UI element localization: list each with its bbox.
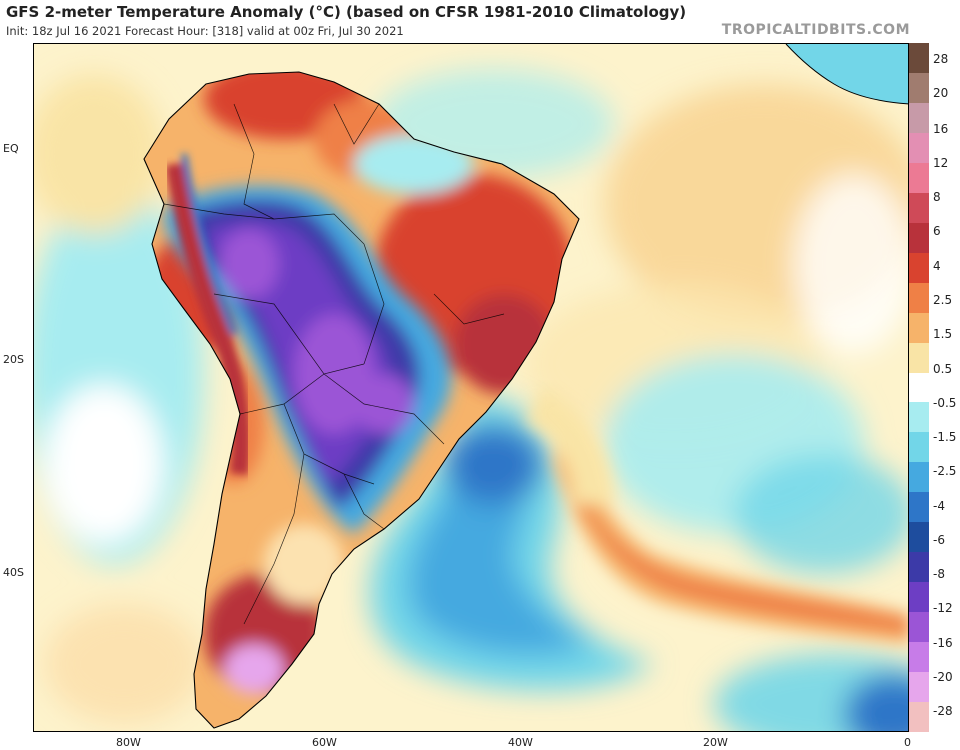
colorbar-swatch <box>909 162 929 194</box>
colorbar-label: 0.5 <box>933 362 953 376</box>
colorbar-label: 2.5 <box>933 293 953 307</box>
colorbar-swatch <box>909 552 929 583</box>
colorbar-label: -12 <box>933 601 953 615</box>
lat-label-eq: EQ <box>3 142 19 155</box>
colorbar-swatch <box>909 492 929 523</box>
ocean-anomalies <box>34 69 908 731</box>
colorbar-swatch <box>909 582 929 613</box>
colorbar-swatch <box>909 222 929 254</box>
colorbar-swatch <box>909 132 929 164</box>
lat-label-40s: 40S <box>3 566 24 579</box>
colorbar-label: -20 <box>933 670 953 684</box>
colorbar-label: -0.5 <box>933 396 957 410</box>
anomaly-map <box>33 43 909 732</box>
borders <box>163 103 505 625</box>
colorbar-swatch <box>909 192 929 224</box>
colorbar: 28 20 16 12 8 6 4 2.5 1.5 0.5 -0.5 -1.5 -2.5 -4 -6 -8 -1… <box>909 43 960 733</box>
colorbar-label: 4 <box>933 259 941 273</box>
colorbar-swatch <box>909 342 929 374</box>
colorbar-swatch <box>909 432 929 463</box>
colorbar-label: -16 <box>933 636 953 650</box>
lon-label-0: 0 <box>904 736 911 749</box>
colorbar-swatch <box>909 312 929 344</box>
colorbar-swatch <box>909 642 929 673</box>
lon-label-80w: 80W <box>116 736 141 749</box>
colorbar-label: 20 <box>933 86 949 100</box>
lon-label-20w: 20W <box>703 736 728 749</box>
map-title: GFS 2-meter Temperature Anomaly (°C) (ba… <box>6 3 687 21</box>
colorbar-swatch <box>909 72 929 104</box>
coastlines <box>143 71 580 729</box>
colorbar-label: 16 <box>933 122 949 136</box>
colorbar-label: -6 <box>933 533 945 547</box>
africa-coast <box>785 44 908 105</box>
colorbar-label: 28 <box>933 52 949 66</box>
map-canvas <box>34 44 908 731</box>
colorbar-label: 12 <box>933 156 949 170</box>
colorbar-label: -1.5 <box>933 430 957 444</box>
header: GFS 2-meter Temperature Anomaly (°C) (ba… <box>0 0 960 44</box>
cold-plume <box>370 394 654 691</box>
colorbar-swatch <box>909 702 929 733</box>
map-subtitle: Init: 18z Jul 16 2021 Forecast Hour: [31… <box>6 24 404 38</box>
colorbar-label: -4 <box>933 499 945 513</box>
lon-label-60w: 60W <box>312 736 337 749</box>
colorbar-swatch <box>909 252 929 284</box>
brand-label: TROPICALTIDBITS.COM <box>721 22 910 38</box>
colorbar-label: -28 <box>933 704 953 718</box>
colorbar-swatch <box>909 522 929 553</box>
colorbar-label: 6 <box>933 224 941 238</box>
colorbar-swatch <box>909 282 929 314</box>
warm-band <box>524 386 908 644</box>
colorbar-swatch <box>909 462 929 493</box>
colorbar-label: 1.5 <box>933 327 953 341</box>
lon-label-40w: 40W <box>508 736 533 749</box>
colorbar-swatch <box>909 102 929 134</box>
colorbar-swatch <box>909 672 929 703</box>
colorbar-swatch <box>909 402 929 433</box>
lat-label-20s: 20S <box>3 353 24 366</box>
colorbar-label: -8 <box>933 567 945 581</box>
colorbar-swatch <box>909 612 929 643</box>
colorbar-label: -2.5 <box>933 464 957 478</box>
colorbar-label: 8 <box>933 190 941 204</box>
colorbar-swatch <box>909 43 929 74</box>
colorbar-swatch <box>909 372 929 403</box>
